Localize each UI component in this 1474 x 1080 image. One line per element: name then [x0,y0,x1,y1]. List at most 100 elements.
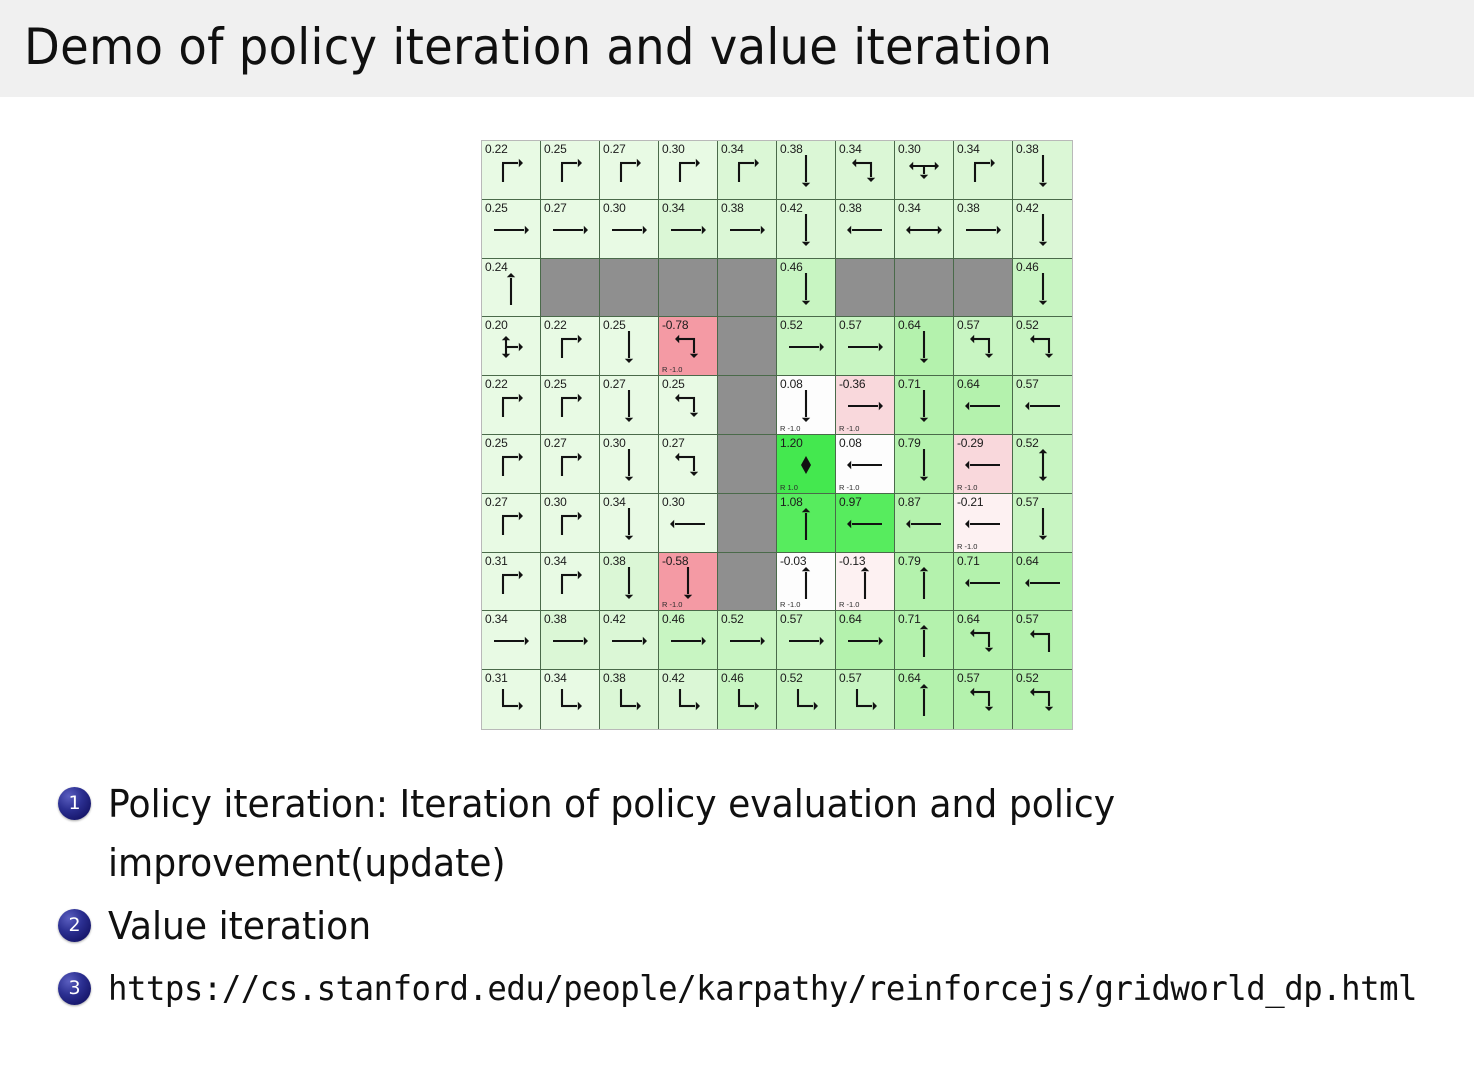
grid-cell-r7-c9[interactable]: 0.64 [1013,552,1072,612]
arrow-right-icon [659,213,717,247]
grid-cell-r5-c9[interactable]: 0.52 [1013,434,1072,494]
cell-reward-label: R -1.0 [780,423,801,433]
grid-cell-r5-c7[interactable]: 0.79 [895,434,954,494]
grid-cell-r4-c9[interactable]: 0.57 [1013,376,1072,435]
grid-cell-r1-c4[interactable]: 0.38 [718,199,777,259]
grid-cell-r3-c8[interactable]: 0.57 [954,317,1013,377]
grid-cell-r4-c3[interactable]: 0.25 [659,376,718,435]
grid-cell-r4-c6[interactable]: -0.36 R -1.0 [836,376,895,435]
grid-cell-r7-c3[interactable]: -0.58 R -1.0 [659,552,718,612]
grid-cell-r0-c9[interactable]: 0.38 [1013,141,1072,200]
grid-cell-r0-c0[interactable]: 0.22 [482,141,541,200]
grid-cell-r6-c7[interactable]: 0.87 [895,493,954,553]
grid-cell-r8-c8[interactable]: 0.64 [954,611,1013,671]
grid-cell-r0-c6[interactable]: 0.34 [836,141,895,200]
grid-cell-r4-c7[interactable]: 0.71 [895,376,954,435]
arrow-up-icon [895,683,953,717]
grid-cell-r0-c2[interactable]: 0.27 [600,141,659,200]
grid-cell-r5-c8[interactable]: -0.29 R -1.0 [954,434,1013,494]
grid-cell-r9-c8[interactable]: 0.57 [954,670,1013,729]
grid-cell-r6-c1[interactable]: 0.30 [541,493,600,553]
grid-cell-r6-c3[interactable]: 0.30 [659,493,718,553]
cell-value: 0.42 [662,671,685,686]
grid-cell-r7-c0[interactable]: 0.31 [482,552,541,612]
grid-cell-r1-c8[interactable]: 0.38 [954,199,1013,259]
grid-cell-r8-c5[interactable]: 0.57 [777,611,836,671]
grid-cell-r3-c1[interactable]: 0.22 [541,317,600,377]
grid-cell-r8-c4[interactable]: 0.52 [718,611,777,671]
grid-cell-r4-c0[interactable]: 0.22 [482,376,541,435]
grid-cell-r9-c9[interactable]: 0.52 [1013,670,1072,729]
arrow-left-icon [836,507,894,541]
grid-cell-r1-c3[interactable]: 0.34 [659,199,718,259]
grid-cell-r8-c7[interactable]: 0.71 [895,611,954,671]
grid-cell-r1-c5[interactable]: 0.42 [777,199,836,259]
grid-cell-r8-c0[interactable]: 0.34 [482,611,541,671]
grid-cell-r4-c8[interactable]: 0.64 [954,376,1013,435]
grid-cell-r5-c5[interactable]: 1.20 R 1.0 [777,434,836,494]
grid-cell-r3-c5[interactable]: 0.52 [777,317,836,377]
grid-cell-r3-c0[interactable]: 0.20 [482,317,541,377]
arrow-left-down-icon [1013,330,1072,364]
grid-cell-r7-c5[interactable]: -0.03 R -1.0 [777,552,836,612]
grid-cell-r3-c2[interactable]: 0.25 [600,317,659,377]
grid-cell-r0-c7[interactable]: 0.30 [895,141,954,200]
grid-cell-r9-c2[interactable]: 0.38 [600,670,659,729]
bullet-link-text[interactable]: https://cs.stanford.edu/people/karpathy/… [108,969,1418,1009]
grid-cell-r0-c5[interactable]: 0.38 [777,141,836,200]
grid-cell-r6-c0[interactable]: 0.27 [482,493,541,553]
grid-cell-r6-c9[interactable]: 0.57 [1013,493,1072,553]
grid-cell-r9-c1[interactable]: 0.34 [541,670,600,729]
grid-cell-r5-c0[interactable]: 0.25 [482,434,541,494]
grid-cell-r0-c8[interactable]: 0.34 [954,141,1013,200]
grid-cell-r9-c6[interactable]: 0.57 [836,670,895,729]
grid-cell-r6-c5[interactable]: 1.08 [777,493,836,553]
cell-value: 0.57 [1016,612,1039,627]
grid-cell-r8-c6[interactable]: 0.64 [836,611,895,671]
grid-cell-r9-c7[interactable]: 0.64 [895,670,954,729]
grid-cell-r5-c3[interactable]: 0.27 [659,434,718,494]
cell-value: 0.25 [544,142,567,156]
grid-cell-r0-c1[interactable]: 0.25 [541,141,600,200]
grid-cell-r1-c9[interactable]: 0.42 [1013,199,1072,259]
arrow-up-icon [895,566,953,600]
grid-cell-r6-c8[interactable]: -0.21 R -1.0 [954,493,1013,553]
grid-cell-r3-c9[interactable]: 0.52 [1013,317,1072,377]
grid-cell-r8-c1[interactable]: 0.38 [541,611,600,671]
grid-cell-r5-c1[interactable]: 0.27 [541,434,600,494]
grid-cell-r8-c3[interactable]: 0.46 [659,611,718,671]
grid-cell-r7-c1[interactable]: 0.34 [541,552,600,612]
grid-cell-r0-c4[interactable]: 0.34 [718,141,777,200]
grid-cell-r5-c6[interactable]: 0.08 R -1.0 [836,434,895,494]
grid-cell-r3-c3[interactable]: -0.78 R -1.0 [659,317,718,377]
grid-cell-r1-c1[interactable]: 0.27 [541,199,600,259]
grid-cell-r6-c2[interactable]: 0.34 [600,493,659,553]
grid-cell-r2-c0[interactable]: 0.24 [482,258,541,318]
grid-cell-r3-c7[interactable]: 0.64 [895,317,954,377]
grid-cell-r8-c2[interactable]: 0.42 [600,611,659,671]
grid-cell-r1-c7[interactable]: 0.34 [895,199,954,259]
grid-cell-r8-c9[interactable]: 0.57 [1013,611,1072,671]
grid-cell-r1-c0[interactable]: 0.25 [482,199,541,259]
grid-cell-r9-c4[interactable]: 0.46 [718,670,777,729]
grid-cell-r9-c3[interactable]: 0.42 [659,670,718,729]
cell-value: 0.64 [957,377,980,392]
grid-cell-r4-c2[interactable]: 0.27 [600,376,659,435]
grid-cell-r4-c1[interactable]: 0.25 [541,376,600,435]
grid-cell-r0-c3[interactable]: 0.30 [659,141,718,200]
grid-cell-r1-c6[interactable]: 0.38 [836,199,895,259]
grid-cell-r7-c8[interactable]: 0.71 [954,552,1013,612]
grid-cell-r4-c5[interactable]: 0.08 R -1.0 [777,376,836,435]
grid-cell-r9-c0[interactable]: 0.31 [482,670,541,729]
grid-cell-r1-c2[interactable]: 0.30 [600,199,659,259]
grid-cell-r7-c6[interactable]: -0.13 R -1.0 [836,552,895,612]
grid-cell-r7-c2[interactable]: 0.38 [600,552,659,612]
grid-cell-r2-c9[interactable]: 0.46 [1013,258,1072,318]
grid-cell-r7-c7[interactable]: 0.79 [895,552,954,612]
grid-cell-r2-c5[interactable]: 0.46 [777,258,836,318]
grid-cell-r6-c6[interactable]: 0.97 [836,493,895,553]
grid-cell-r9-c5[interactable]: 0.52 [777,670,836,729]
grid-cell-r5-c2[interactable]: 0.30 [600,434,659,494]
grid-cell-r3-c6[interactable]: 0.57 [836,317,895,377]
gridworld-grid[interactable]: 0.22 0.25 0.27 0.30 0.34 0.38 0.34 0.30 0.34 0.38… [481,140,1073,730]
